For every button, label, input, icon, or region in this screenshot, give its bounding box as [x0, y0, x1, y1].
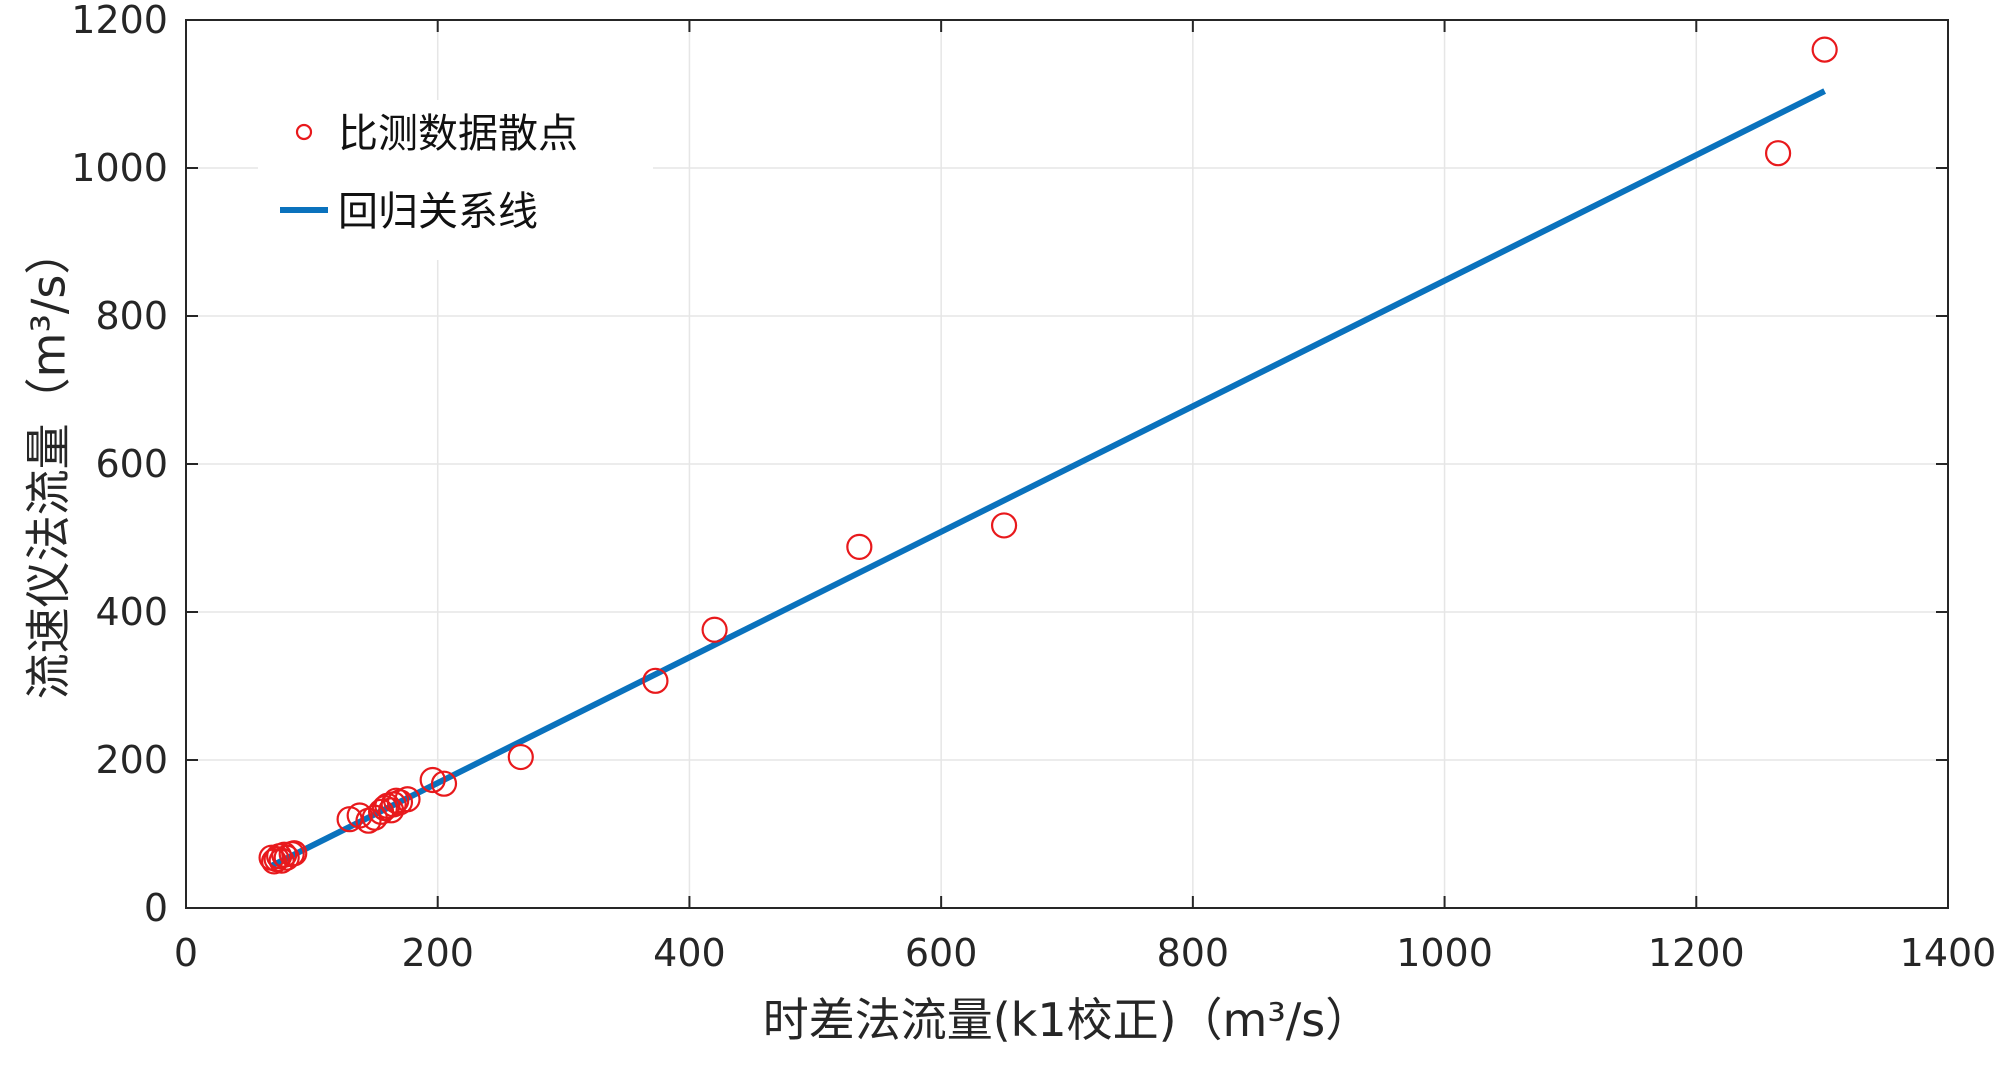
y-tick-label: 200	[95, 738, 168, 782]
y-tick-label: 600	[95, 442, 168, 486]
x-tick-label: 800	[1157, 931, 1230, 975]
scatter-point	[271, 841, 298, 868]
scatter-point	[430, 770, 458, 797]
scatter-point	[419, 766, 446, 794]
x-axis-title: 时差法流量(k1校正)（m³/s）	[763, 993, 1372, 1047]
scatter-point	[273, 844, 300, 871]
regression-line	[270, 88, 1826, 869]
legend-label-line: 回归关系线	[338, 189, 538, 235]
x-axis-ticks: 0 200 400 600 800 1000 1200 1400	[174, 20, 1996, 975]
legend-label-scatter: 比测数据散点	[338, 111, 578, 157]
y-tick-label: 1000	[71, 146, 168, 190]
legend-box	[258, 100, 653, 260]
scatter-point	[507, 743, 534, 771]
scatter-point	[1811, 36, 1838, 63]
scatter-point	[1764, 140, 1792, 167]
scatter-point	[990, 512, 1018, 539]
y-tick-label: 1200	[71, 0, 168, 42]
scatter-point	[281, 840, 308, 867]
y-tick-label: 800	[95, 294, 168, 338]
scatter-point	[846, 533, 873, 560]
x-tick-label: 0	[174, 931, 198, 975]
regression-line-layer	[270, 88, 1826, 869]
y-axis-title: 流速仪法流量（m³/s）	[22, 229, 76, 700]
x-tick-label: 600	[905, 931, 978, 975]
y-axis-ticks: 0 200 400 600 800 1000 1200	[71, 0, 1948, 930]
x-tick-label: 1200	[1648, 931, 1745, 975]
legend: 比测数据散点 回归关系线	[258, 100, 653, 260]
legend-scatter-marker	[295, 123, 313, 141]
scatter-point	[394, 786, 421, 813]
y-tick-label: 0	[144, 886, 168, 930]
x-tick-label: 1400	[1900, 931, 1997, 975]
scatter-points-layer	[258, 36, 1838, 875]
x-tick-label: 200	[401, 931, 474, 975]
scatter-point	[701, 616, 728, 643]
y-tick-label: 400	[95, 590, 168, 634]
x-tick-label: 1000	[1396, 931, 1493, 975]
scatter-point	[642, 667, 669, 694]
x-tick-label: 400	[653, 931, 726, 975]
